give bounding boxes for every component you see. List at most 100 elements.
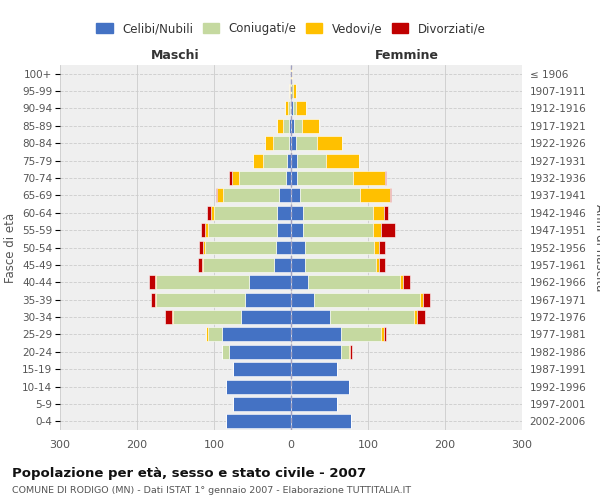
Bar (277, 223, 291, 237)
Bar (291, 171, 297, 185)
Bar (414, 310, 417, 324)
Bar (291, 206, 302, 220)
Bar (317, 136, 342, 150)
Bar (341, 328, 381, 342)
Bar (172, 310, 173, 324)
Bar (290, 102, 291, 116)
Bar (289, 84, 290, 98)
Bar (285, 102, 288, 116)
Bar (300, 188, 360, 202)
Bar (291, 345, 341, 358)
Bar (326, 154, 359, 168)
Y-axis label: Fasce di età: Fasce di età (4, 212, 17, 282)
Bar (421, 292, 424, 306)
Bar (275, 240, 291, 254)
Bar (287, 154, 291, 168)
Bar (291, 154, 297, 168)
Bar (291, 258, 305, 272)
Bar (308, 276, 400, 289)
Bar (241, 310, 291, 324)
Bar (222, 345, 229, 358)
Y-axis label: Anni di nascita: Anni di nascita (593, 204, 600, 291)
Bar (202, 258, 203, 272)
Bar (424, 292, 430, 306)
Bar (289, 136, 291, 150)
Bar (173, 310, 241, 324)
Bar (286, 171, 291, 185)
Bar (417, 310, 425, 324)
Bar (277, 119, 283, 133)
Bar (291, 397, 337, 411)
Bar (229, 171, 232, 185)
Bar (296, 102, 305, 116)
Bar (208, 223, 277, 237)
Bar (206, 328, 208, 342)
Bar (239, 171, 286, 185)
Bar (208, 328, 222, 342)
Bar (211, 206, 214, 220)
Bar (302, 206, 373, 220)
Bar (381, 223, 395, 237)
Text: Popolazione per età, sesso e stato civile - 2007: Popolazione per età, sesso e stato civil… (12, 468, 366, 480)
Bar (233, 397, 291, 411)
Text: Maschi: Maschi (151, 50, 200, 62)
Bar (294, 119, 302, 133)
Bar (349, 345, 350, 358)
Bar (149, 276, 155, 289)
Bar (274, 258, 291, 272)
Bar (291, 240, 305, 254)
Bar (217, 188, 223, 202)
Bar (291, 136, 296, 150)
Bar (199, 240, 203, 254)
Bar (296, 136, 317, 150)
Bar (291, 188, 300, 202)
Bar (305, 258, 376, 272)
Bar (350, 345, 352, 358)
Bar (360, 188, 389, 202)
Bar (291, 102, 293, 116)
Bar (379, 240, 385, 254)
Bar (291, 66, 292, 80)
Bar (232, 171, 239, 185)
Bar (291, 362, 337, 376)
Bar (278, 188, 291, 202)
Bar (297, 171, 353, 185)
Bar (272, 136, 289, 150)
Bar (233, 362, 291, 376)
Bar (166, 310, 172, 324)
Bar (222, 328, 291, 342)
Bar (305, 240, 374, 254)
Bar (291, 292, 314, 306)
Bar (205, 223, 208, 237)
Bar (291, 84, 293, 98)
Bar (374, 240, 379, 254)
Bar (293, 84, 296, 98)
Bar (277, 206, 291, 220)
Bar (223, 188, 278, 202)
Bar (381, 328, 384, 342)
Bar (389, 188, 391, 202)
Bar (245, 292, 291, 306)
Bar (353, 171, 385, 185)
Text: COMUNE DI RODIGO (MN) - Dati ISTAT 1° gennaio 2007 - Elaborazione TUTTITALIA.IT: COMUNE DI RODIGO (MN) - Dati ISTAT 1° ge… (12, 486, 411, 495)
Bar (379, 258, 385, 272)
Bar (198, 258, 202, 272)
Bar (291, 380, 349, 394)
Bar (253, 154, 263, 168)
Bar (226, 380, 291, 394)
Bar (214, 206, 277, 220)
Bar (291, 223, 302, 237)
Bar (400, 276, 403, 289)
Bar (384, 206, 388, 220)
Bar (265, 136, 272, 150)
Bar (291, 276, 308, 289)
Bar (156, 292, 245, 306)
Bar (155, 276, 156, 289)
Bar (341, 345, 349, 358)
Bar (291, 328, 341, 342)
Bar (302, 119, 319, 133)
Bar (373, 206, 384, 220)
Bar (293, 102, 296, 116)
Bar (291, 310, 329, 324)
Bar (288, 102, 290, 116)
